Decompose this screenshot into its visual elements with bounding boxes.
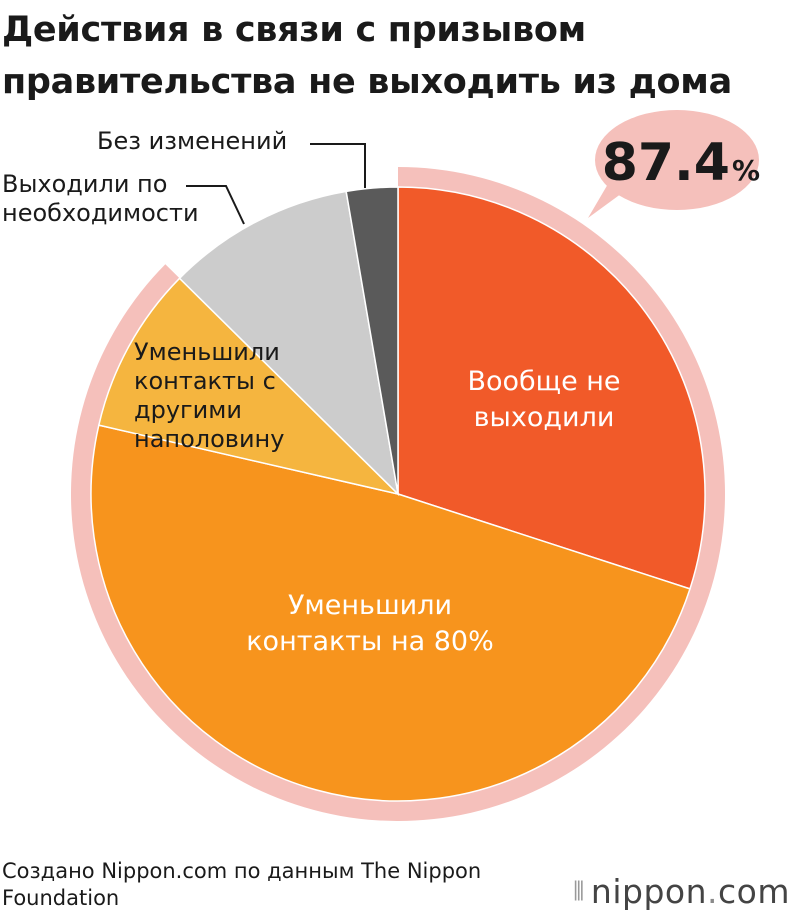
slice-reduced-80 [90,424,691,802]
slice-reduced-half-label-line-4: наполовину [134,425,284,453]
nippon-logo: ⦀ nippon.com [573,872,790,911]
slice-reduced-half [97,277,401,496]
slice-went-out-when-needed-label-line-2: необходимости [2,199,199,227]
highlight-unit: % [732,154,760,187]
slice-reduced-half-label-line-1: Уменьшили [134,338,280,366]
highlight-value: 87.4 [602,133,730,193]
highlight-bubble [595,110,759,210]
slice-reduced-half-label-line-3: другими [134,396,242,424]
slice-reduced-80-label-line-2: контакты на 80% [246,626,493,657]
logo-tld: com [718,872,790,911]
leader-line-went-out [186,185,245,225]
slice-did-not-go-out-label-line-2: выходили [474,402,615,433]
slice-went-out-when-needed [178,190,400,497]
logo-name: nippon [590,872,708,911]
source-note: Создано Nippon.com по данным The Nippon … [2,859,482,910]
chart-title-line-1: Действия в связи с призывом [2,10,586,50]
leader-line-no-change [310,143,366,188]
slice-reduced-half-label-line-2: контакты с [134,367,276,395]
chart-title-line-2: правительства не выходить из дома [2,62,732,102]
slice-did-not-go-out [397,186,706,590]
chart-title: Действия в связи с призывом правительств… [2,4,792,108]
slice-reduced-80-label-line-1: Уменьшили [288,590,452,621]
slice-no-change [345,186,399,495]
logo-dot: . [707,872,719,911]
slice-went-out-when-needed-label-line-1: Выходили по [2,170,167,198]
slice-no-change-label-line-1: Без изменений [97,127,287,155]
logo-mark-icon: ⦀ [572,877,585,907]
slice-did-not-go-out-label-line-1: Вообще не [467,366,620,397]
